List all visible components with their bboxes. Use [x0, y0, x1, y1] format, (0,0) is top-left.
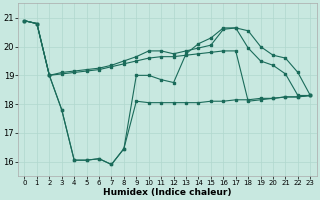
- X-axis label: Humidex (Indice chaleur): Humidex (Indice chaleur): [103, 188, 232, 197]
